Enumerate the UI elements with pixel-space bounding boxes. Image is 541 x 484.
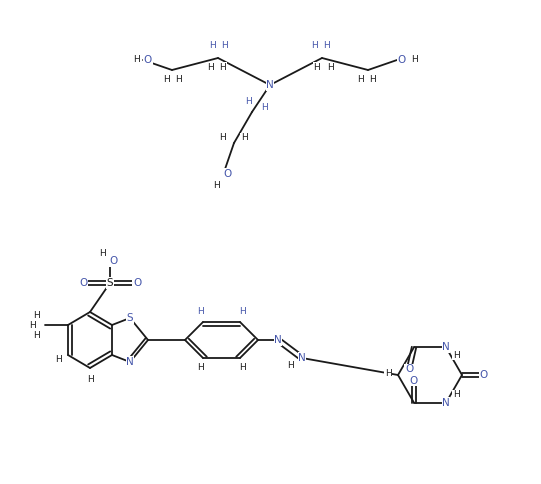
Text: H: H	[87, 375, 94, 383]
Text: H: H	[453, 351, 459, 360]
Text: H: H	[56, 354, 62, 363]
Text: N: N	[274, 335, 282, 345]
Text: O: O	[144, 55, 152, 65]
Text: O: O	[398, 55, 406, 65]
Text: O: O	[79, 278, 87, 288]
Text: H: H	[287, 362, 293, 370]
Text: O: O	[224, 169, 232, 179]
Text: N: N	[442, 398, 450, 408]
Text: N: N	[442, 342, 450, 352]
Text: H: H	[209, 42, 216, 50]
Text: H: H	[412, 56, 418, 64]
Text: S: S	[107, 278, 113, 288]
Text: H: H	[370, 76, 377, 85]
Text: H: H	[327, 62, 333, 72]
Text: H: H	[176, 76, 182, 85]
Text: H: H	[261, 103, 267, 111]
Text: H: H	[133, 56, 140, 64]
Text: H: H	[34, 311, 41, 319]
Text: S: S	[127, 313, 133, 323]
Text: H: H	[197, 363, 204, 373]
Text: H: H	[34, 331, 41, 339]
Text: H: H	[453, 390, 459, 399]
Text: H: H	[214, 181, 220, 190]
Text: O: O	[480, 370, 488, 380]
Text: N: N	[266, 80, 274, 90]
Text: H: H	[220, 62, 226, 72]
Text: H: H	[98, 248, 105, 257]
Text: H: H	[239, 363, 246, 373]
Text: H: H	[357, 76, 364, 85]
Text: O: O	[405, 364, 413, 374]
Text: H: H	[207, 62, 213, 72]
Text: H: H	[241, 134, 247, 142]
Text: H: H	[197, 307, 204, 317]
Text: N: N	[126, 357, 134, 367]
Text: H: H	[246, 97, 252, 106]
Text: H: H	[222, 42, 228, 50]
Text: H: H	[30, 320, 36, 330]
Text: H: H	[385, 368, 391, 378]
Text: H: H	[324, 42, 331, 50]
Text: O: O	[133, 278, 141, 288]
Text: N: N	[298, 353, 306, 363]
Text: O: O	[410, 376, 418, 386]
Text: O: O	[110, 256, 118, 266]
Text: H: H	[239, 307, 246, 317]
Text: H: H	[312, 42, 318, 50]
Text: H: H	[314, 62, 320, 72]
Text: H: H	[163, 76, 170, 85]
Text: H: H	[219, 134, 226, 142]
